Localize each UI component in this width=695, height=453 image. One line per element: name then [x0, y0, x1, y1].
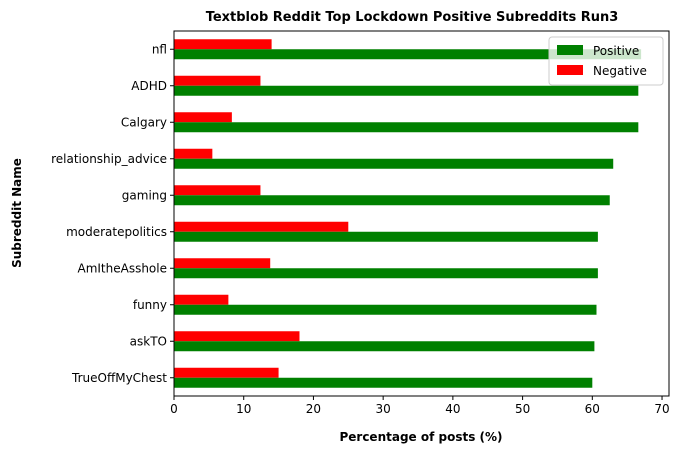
- bar-positive-relationship_advice: [174, 158, 614, 169]
- x-axis: 0 10 20 30 40 50 60 70: [170, 396, 670, 416]
- bar-negative-moderatepolitics: [174, 221, 349, 232]
- bar-negative-TrueOffMyChest: [174, 367, 279, 378]
- bar-negative-ADHD: [174, 75, 261, 86]
- bar-positive-TrueOffMyChest: [174, 377, 593, 388]
- bar-positive-ADHD: [174, 85, 639, 96]
- bar-positive-moderatepolitics: [174, 231, 598, 242]
- x-tick-label: 60: [585, 402, 600, 416]
- bar-negative-relationship_advice: [174, 148, 213, 159]
- legend: Positive Negative: [548, 36, 664, 86]
- x-tick-label: 10: [236, 402, 251, 416]
- y-tick-label: gaming: [122, 188, 167, 202]
- legend-swatch-negative: [557, 65, 583, 75]
- bar-positive-gaming: [174, 195, 610, 206]
- bar-positive-askTO: [174, 341, 595, 352]
- bar-negative-askTO: [174, 331, 300, 342]
- legend-label-positive: Positive: [593, 44, 639, 58]
- y-tick-label: funny: [133, 298, 167, 312]
- bar-positive-nfl: [174, 49, 642, 60]
- y-tick-label: AmItheAsshole: [77, 261, 167, 275]
- y-tick-label: relationship_advice: [51, 152, 167, 166]
- legend-label-negative: Negative: [593, 64, 647, 78]
- x-tick-label: 50: [515, 402, 530, 416]
- y-axis-label: Subreddit Name: [10, 158, 24, 268]
- bar-negative-AmItheAsshole: [174, 258, 271, 269]
- y-tick-label: nfl: [152, 42, 167, 56]
- bar-negative-Calgary: [174, 112, 232, 123]
- x-axis-label: Percentage of posts (%): [339, 430, 502, 444]
- bar-positive-Calgary: [174, 122, 639, 133]
- bar-negative-gaming: [174, 185, 261, 196]
- y-tick-label: TrueOffMyChest: [71, 371, 167, 385]
- y-tick-label: askTO: [130, 334, 167, 348]
- bars-group: [174, 39, 642, 388]
- y-tick-label: ADHD: [131, 79, 167, 93]
- legend-swatch-positive: [557, 45, 583, 55]
- x-tick-label: 0: [170, 402, 178, 416]
- x-tick-label: 70: [654, 402, 669, 416]
- chart-title: Textblob Reddit Top Lockdown Positive Su…: [206, 10, 619, 25]
- y-tick-label: Calgary: [121, 115, 167, 129]
- x-tick-label: 20: [306, 402, 321, 416]
- bar-positive-AmItheAsshole: [174, 268, 598, 279]
- y-tick-label: moderatepolitics: [66, 225, 167, 239]
- x-tick-label: 30: [376, 402, 391, 416]
- bar-negative-funny: [174, 294, 229, 305]
- plot-frame: [173, 30, 670, 397]
- bar-negative-nfl: [174, 39, 272, 50]
- x-tick-label: 40: [445, 402, 460, 416]
- bar-positive-funny: [174, 304, 597, 315]
